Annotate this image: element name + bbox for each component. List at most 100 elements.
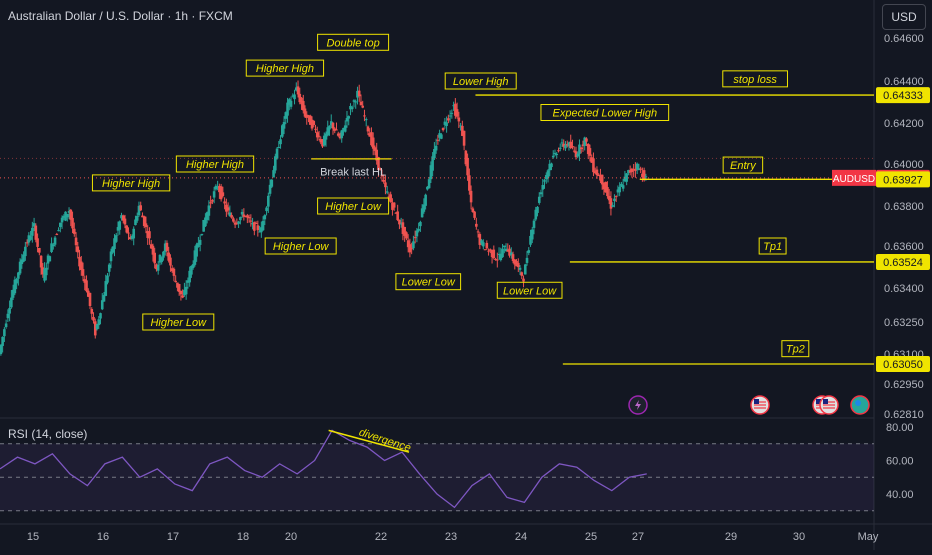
candle-body bbox=[602, 182, 606, 190]
us-flag-icon bbox=[750, 395, 770, 415]
candle-body bbox=[81, 269, 85, 276]
candle-body bbox=[429, 165, 433, 180]
candle-body bbox=[209, 202, 212, 204]
candle-body bbox=[569, 141, 573, 149]
price-tick-label: 0.63250 bbox=[884, 317, 924, 329]
candle-body bbox=[637, 168, 641, 171]
candle-body bbox=[454, 103, 457, 116]
candle-body bbox=[62, 216, 66, 218]
candle-body bbox=[142, 216, 146, 227]
candle-body bbox=[537, 196, 541, 203]
annotation-label: Higher Low bbox=[273, 241, 330, 253]
price-tick-label: 0.64400 bbox=[884, 76, 924, 88]
candle-body bbox=[4, 323, 8, 328]
candle-body bbox=[627, 170, 630, 174]
candle-body bbox=[230, 215, 233, 218]
candle-body bbox=[623, 176, 627, 182]
candle-body bbox=[401, 222, 405, 234]
candle-body bbox=[65, 213, 69, 218]
candle-body bbox=[632, 169, 635, 171]
candle-body bbox=[606, 187, 609, 197]
us-flag-icon-canton bbox=[823, 399, 828, 404]
candle-body bbox=[501, 248, 504, 258]
candle-body bbox=[527, 250, 531, 253]
candle-body bbox=[25, 242, 29, 244]
candle-body bbox=[361, 105, 365, 108]
candle-body bbox=[221, 192, 225, 197]
candle-body bbox=[247, 217, 251, 219]
time-tick-label: 17 bbox=[167, 531, 179, 543]
candle-body bbox=[635, 163, 639, 170]
candle-body bbox=[244, 216, 247, 218]
candle-body bbox=[564, 144, 567, 149]
candle-body bbox=[99, 313, 102, 319]
candle-body bbox=[543, 180, 546, 182]
candle-body bbox=[345, 118, 349, 122]
candle-body bbox=[41, 267, 45, 275]
candle-body bbox=[17, 272, 20, 279]
candle-body bbox=[39, 255, 43, 268]
candle-body bbox=[328, 125, 331, 130]
candle-body bbox=[565, 144, 569, 146]
candle-body bbox=[613, 198, 616, 201]
candle-body bbox=[366, 126, 370, 132]
price-tick-label: 0.63400 bbox=[884, 283, 924, 295]
candle-body bbox=[69, 209, 73, 220]
candle-body bbox=[163, 243, 167, 252]
candle-body bbox=[114, 235, 118, 242]
candle-body bbox=[382, 179, 385, 182]
candle-body bbox=[597, 174, 600, 176]
candle-body bbox=[200, 233, 204, 235]
candle-body bbox=[1, 336, 4, 346]
candle-body bbox=[106, 275, 109, 283]
candle-body bbox=[436, 139, 440, 141]
candle-body bbox=[239, 217, 242, 221]
currency-button[interactable]: USD bbox=[882, 4, 926, 30]
candle-body bbox=[558, 147, 562, 149]
candle-body bbox=[174, 280, 177, 283]
candle-body bbox=[485, 242, 489, 249]
candle-body bbox=[93, 321, 97, 336]
annotation-label: Higher Low bbox=[150, 317, 207, 329]
candle-body bbox=[349, 106, 352, 110]
lightning-icon-bolt bbox=[635, 400, 641, 410]
candle-body bbox=[261, 220, 265, 231]
candle-body bbox=[53, 237, 57, 245]
candle-body bbox=[235, 223, 239, 225]
candle-body bbox=[536, 206, 539, 213]
candle-body bbox=[172, 268, 176, 276]
candle-body bbox=[214, 185, 218, 190]
annotation-label: Tp2 bbox=[786, 344, 805, 356]
candle-body bbox=[534, 209, 538, 220]
candle-body bbox=[88, 292, 92, 307]
candle-body bbox=[364, 119, 368, 121]
candle-body bbox=[305, 114, 309, 118]
annotation-box bbox=[722, 156, 764, 174]
candle-body bbox=[312, 120, 316, 125]
candle-body bbox=[52, 244, 55, 247]
candle-body bbox=[158, 254, 162, 263]
price-tag bbox=[876, 253, 930, 270]
candle-body bbox=[497, 254, 501, 256]
candle-body bbox=[270, 179, 274, 187]
candle-body bbox=[368, 133, 372, 137]
annotation-box bbox=[444, 72, 517, 90]
rsi-legend: RSI (14, close) bbox=[8, 427, 88, 441]
candle-body bbox=[74, 237, 78, 246]
candle-body bbox=[459, 125, 462, 127]
candle-body bbox=[562, 143, 566, 147]
annotation-box bbox=[264, 237, 337, 255]
candle-body bbox=[104, 281, 108, 296]
candle-body bbox=[579, 147, 583, 150]
candle-body bbox=[78, 257, 81, 267]
candle-body bbox=[413, 237, 417, 239]
candle-body bbox=[551, 155, 555, 158]
rsi-tick-label: 80.00 bbox=[886, 422, 914, 434]
time-tick-label: 20 bbox=[285, 531, 297, 543]
candle-body bbox=[489, 249, 492, 251]
candle-body bbox=[363, 115, 366, 117]
candle-body bbox=[296, 86, 300, 95]
candle-body bbox=[424, 194, 427, 206]
